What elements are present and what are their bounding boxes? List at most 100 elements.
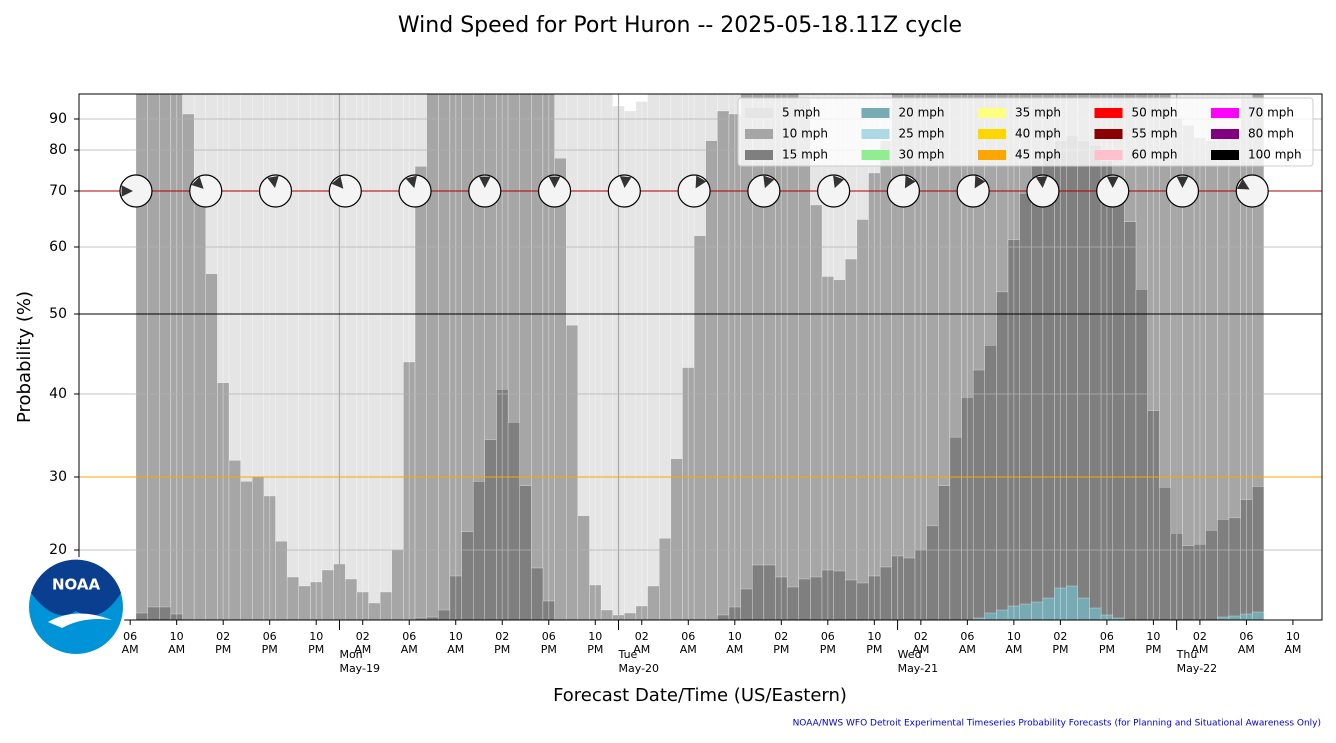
bar <box>1042 597 1055 620</box>
wind-marker <box>607 174 641 208</box>
bar <box>379 591 392 620</box>
bar <box>659 538 672 620</box>
wind-arrow <box>478 176 491 188</box>
x-tick-label: 06 AM <box>958 630 976 656</box>
x-tick-label: 06 AM <box>121 630 139 656</box>
wind-marker <box>328 174 362 208</box>
legend-label: 10 mph <box>782 127 828 141</box>
legend-swatch <box>1094 129 1123 139</box>
bar <box>763 564 776 620</box>
wind-circle <box>677 174 711 208</box>
bar <box>1065 134 1079 620</box>
wind-arrow <box>1106 176 1119 188</box>
bar <box>786 586 799 620</box>
bar <box>1089 144 1102 620</box>
bar <box>391 549 404 620</box>
bar <box>275 541 288 620</box>
wind-arrow <box>1236 178 1250 190</box>
bar <box>321 94 334 620</box>
wind-circle <box>886 174 921 208</box>
bar <box>798 578 811 620</box>
bar <box>519 485 532 620</box>
legend-swatch <box>861 129 890 139</box>
bar <box>1019 193 1032 620</box>
day-label: Mon May-19 <box>339 648 380 675</box>
bar <box>1089 607 1102 620</box>
wind-circle <box>537 174 572 208</box>
bar <box>589 584 602 620</box>
bar <box>170 613 183 620</box>
footer: NOAA/NWS WFO Detroit Experimental Timese… <box>793 719 1321 729</box>
legend-swatch <box>1211 108 1239 118</box>
y-tick-label: 60 <box>49 239 67 255</box>
wind-arrow <box>191 176 204 189</box>
bar <box>705 140 718 620</box>
legend-swatch <box>1094 150 1123 160</box>
bar <box>600 94 613 620</box>
legend-swatch <box>745 129 773 139</box>
wind-arrow <box>121 185 133 197</box>
bar <box>879 140 892 620</box>
wind-arrow <box>548 176 561 188</box>
wind-circle <box>119 174 153 208</box>
bar <box>1228 517 1241 620</box>
bar <box>810 204 823 620</box>
bar <box>1031 601 1044 620</box>
bar <box>368 94 381 620</box>
wind-circle <box>328 174 362 208</box>
wind-circle <box>468 174 502 208</box>
bar <box>647 585 660 620</box>
bar <box>426 94 439 620</box>
x-tick-label: 10 PM <box>308 630 325 656</box>
y-tick-label: 70 <box>49 183 67 199</box>
bar <box>147 606 160 620</box>
y-tick-label: 80 <box>49 142 67 158</box>
x-tick-label: 10 AM <box>168 630 186 656</box>
chart-title: Wind Speed for Port Huron -- 2025-05-18.… <box>398 13 962 38</box>
legend-label: 5 mph <box>782 106 820 120</box>
wind-marker <box>468 174 502 208</box>
day-label: Tue May-20 <box>618 648 660 675</box>
legend-label: 100 mph <box>1248 148 1302 162</box>
wind-circle <box>607 174 641 208</box>
bar <box>286 94 299 620</box>
x-tick-label: 06 PM <box>1098 630 1115 656</box>
bar <box>461 531 474 620</box>
bar <box>1252 611 1265 620</box>
bar <box>624 612 637 620</box>
bar <box>856 219 869 620</box>
bar <box>379 94 392 620</box>
bar <box>1077 597 1090 620</box>
bar <box>542 600 555 620</box>
wind-marker <box>817 174 851 208</box>
bar <box>507 422 520 620</box>
bar <box>1228 615 1241 620</box>
legend-label: 45 mph <box>1015 148 1061 162</box>
y-tick-label: 90 <box>49 111 67 127</box>
wind-circle <box>398 174 432 208</box>
bar <box>984 612 997 620</box>
bar <box>472 481 486 620</box>
bar <box>926 525 939 620</box>
x-tick-label: 06 PM <box>261 630 278 656</box>
bar <box>345 94 358 620</box>
legend-label: 60 mph <box>1132 148 1178 162</box>
bar <box>1159 487 1172 620</box>
wind-marker <box>537 174 572 208</box>
bar <box>1100 614 1113 620</box>
bar <box>879 566 892 620</box>
bar <box>438 609 451 620</box>
x-tick-label: 06 AM <box>1237 630 1255 656</box>
bar <box>1077 140 1090 620</box>
bar <box>1252 94 1265 620</box>
wind-arrow <box>1035 176 1048 189</box>
bar <box>647 94 660 620</box>
x-tick-label: 06 AM <box>400 630 418 656</box>
plot-frame <box>78 93 1323 621</box>
legend-swatch <box>978 129 1006 139</box>
bar <box>205 273 218 620</box>
wind-circle <box>189 174 223 208</box>
legend-label: 15 mph <box>782 148 828 162</box>
bar <box>1112 189 1125 620</box>
wind-marker <box>1096 174 1130 208</box>
